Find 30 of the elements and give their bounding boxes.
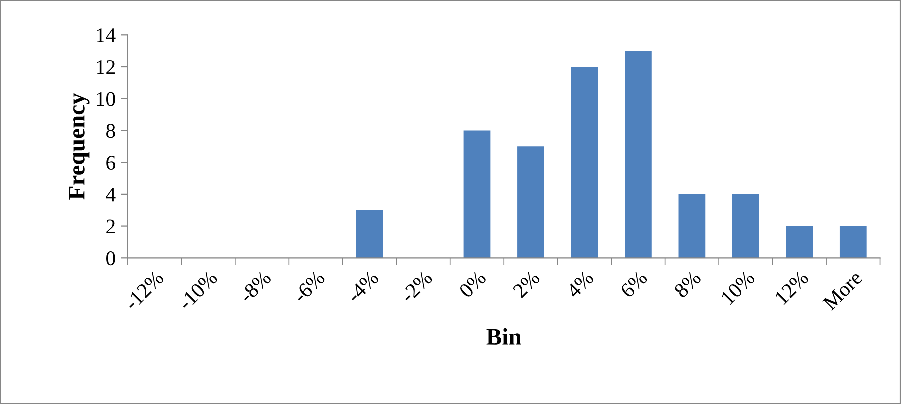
y-tick-label: 4 <box>106 188 116 202</box>
y-tick-label: 10 <box>97 92 116 106</box>
bar <box>571 67 598 258</box>
x-tick-label: 10% <box>720 270 756 306</box>
bar <box>840 226 867 258</box>
y-tick-label: 2 <box>106 220 115 234</box>
bar <box>786 226 814 258</box>
x-tick-label: 0% <box>458 270 488 299</box>
x-tick-label: 6% <box>620 270 648 299</box>
x-tick-label: -2% <box>400 270 434 304</box>
x-tick-label: 8% <box>674 270 702 299</box>
y-tick-label: 0 <box>106 252 116 266</box>
y-tick-label: 6 <box>106 156 116 170</box>
y-axis-title: Frequency <box>69 93 90 200</box>
bar <box>518 146 544 258</box>
x-tick-label: 12% <box>774 270 810 306</box>
y-tick-label: 14 <box>97 28 116 42</box>
x-tick-label: 2% <box>512 270 541 299</box>
x-axis-title: Bin <box>486 328 522 345</box>
bar <box>356 210 384 258</box>
x-tick-label: -6% <box>292 270 326 304</box>
bar <box>732 194 760 258</box>
y-tick-label: 8 <box>106 124 116 138</box>
x-tick-label: -4% <box>346 270 380 304</box>
bar <box>464 130 491 258</box>
x-tick-label: -8% <box>238 270 272 304</box>
bar <box>678 194 706 258</box>
x-tick-label: 4% <box>566 270 595 300</box>
y-tick-label: 12 <box>97 60 115 74</box>
bar <box>625 51 652 258</box>
